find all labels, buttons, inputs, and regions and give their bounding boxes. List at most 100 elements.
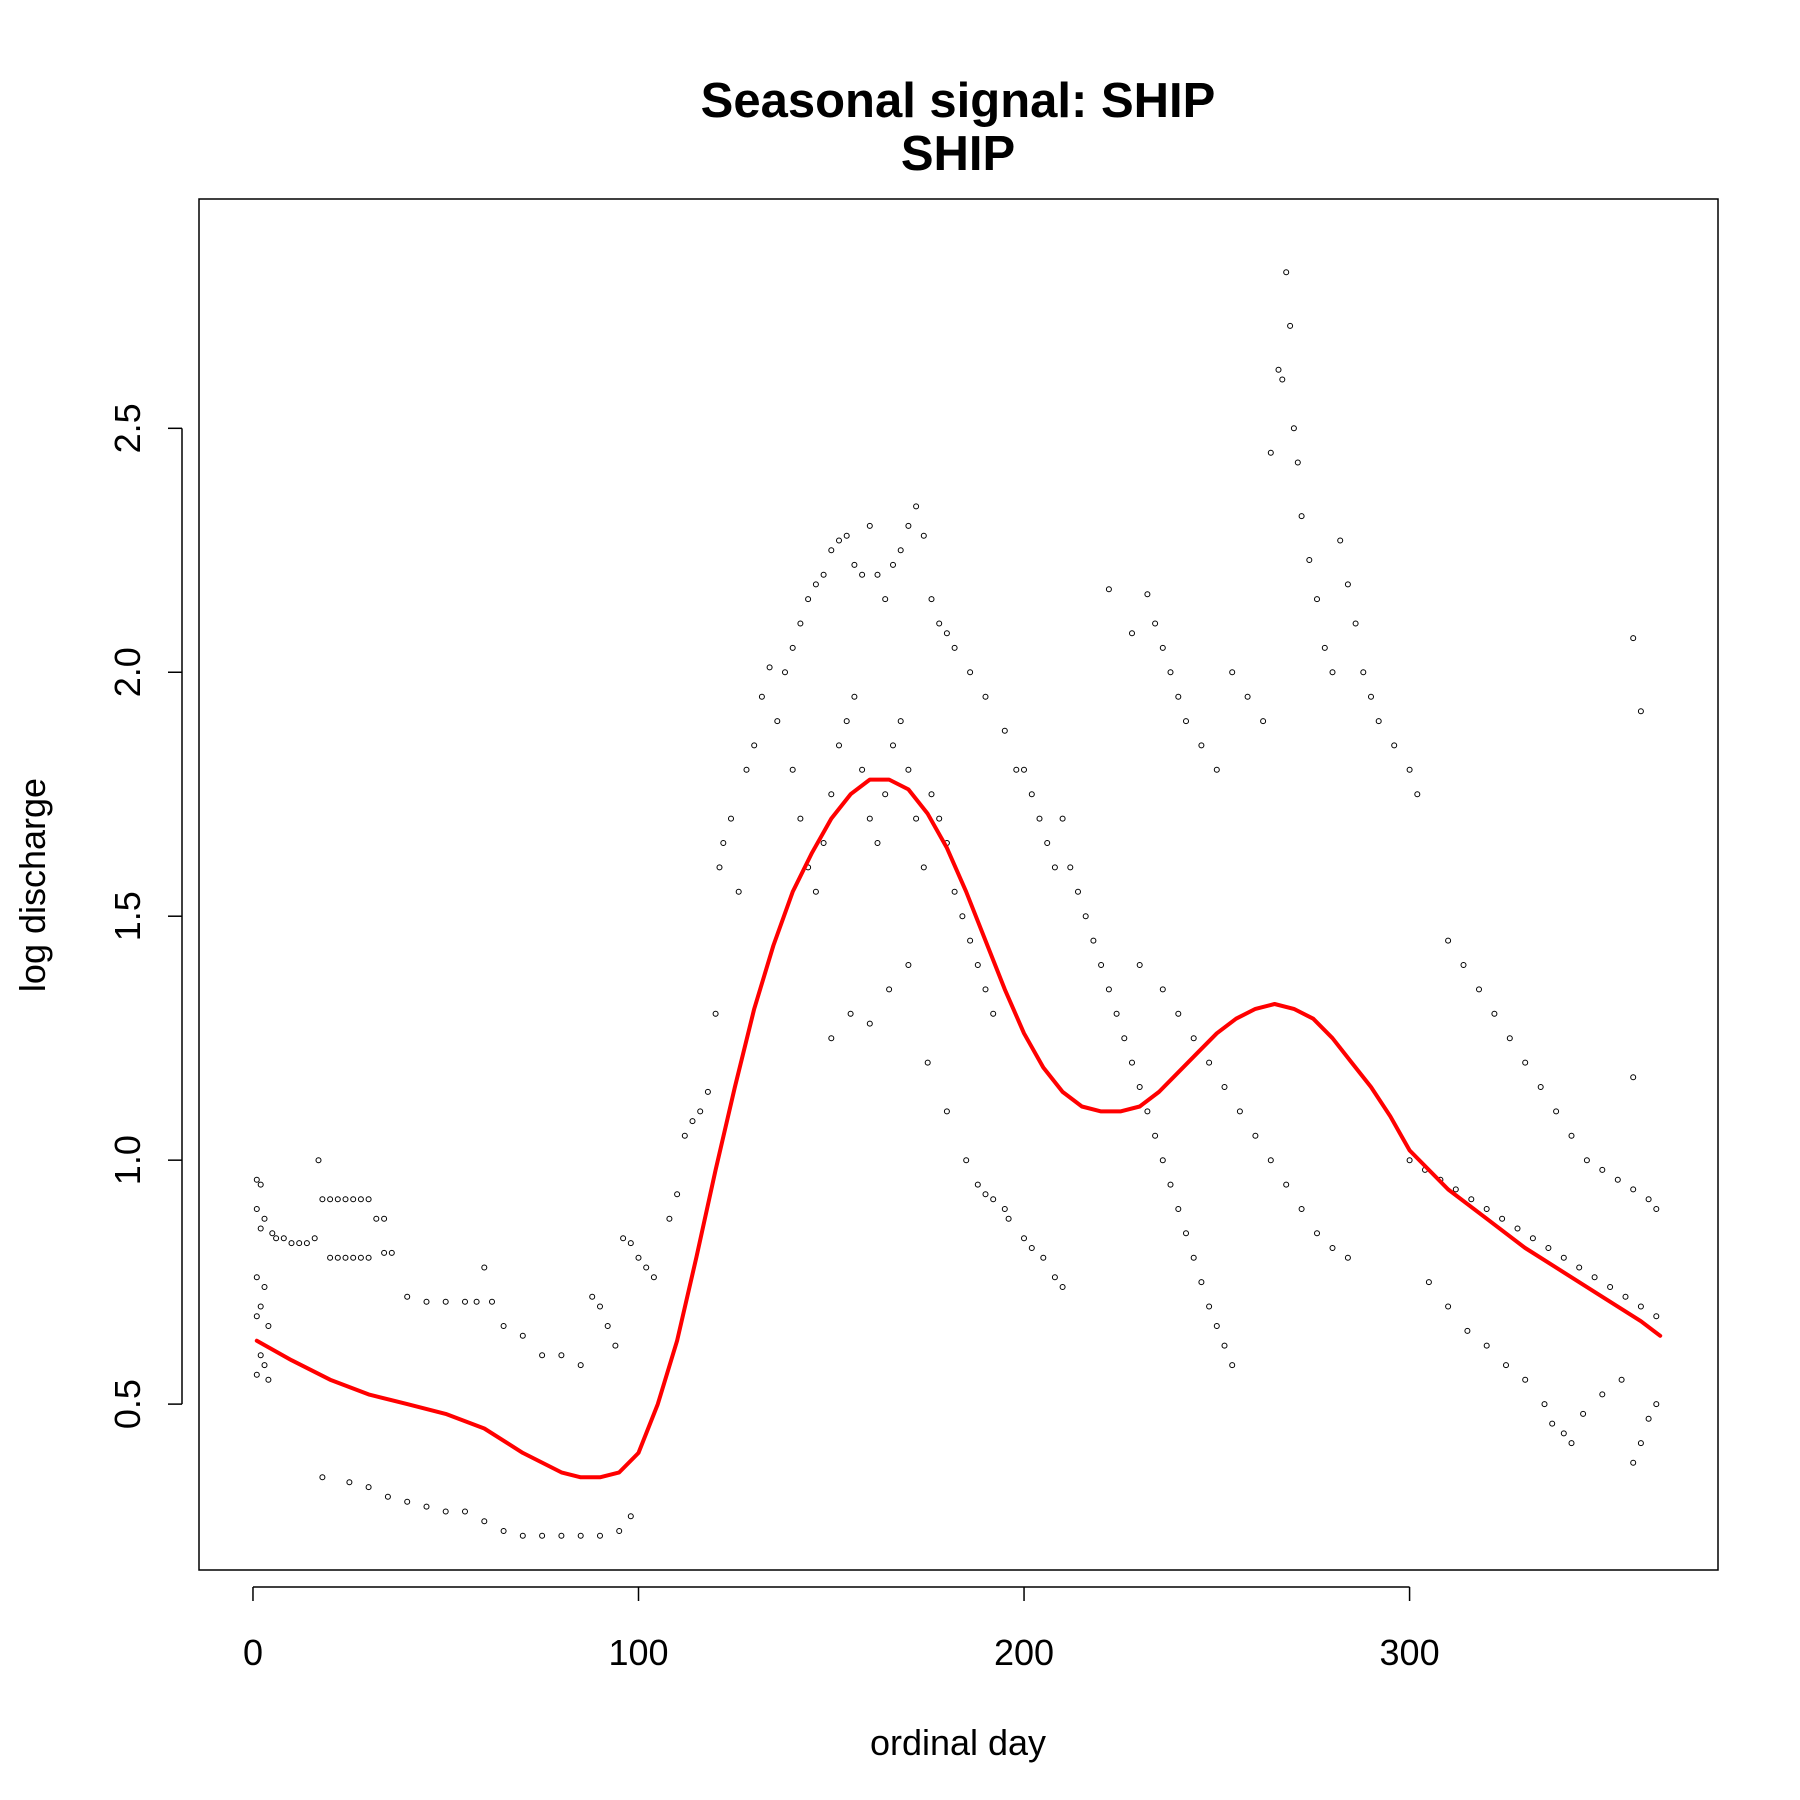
data-point [882,596,889,603]
data-point [789,766,796,773]
data-point [261,1215,268,1222]
data-point [990,1010,997,1017]
data-point [1213,766,1220,773]
data-point [442,1298,449,1305]
data-point [1206,1059,1213,1066]
data-point [558,1532,565,1539]
data-point [1098,962,1105,968]
data-point [1152,1132,1159,1139]
data-point [866,522,873,529]
data-point [1183,1230,1189,1237]
x-axis-label: ordinal day [870,1722,1046,1763]
data-point [812,888,819,895]
data-point [1001,1206,1008,1212]
data-point [1183,718,1189,725]
data-point [1522,1376,1529,1383]
data-point [674,1191,681,1198]
data-point [311,1235,318,1242]
data-point [1360,669,1367,676]
data-point [381,1215,388,1222]
data-point [1040,1254,1047,1261]
data-point [650,1274,657,1281]
data-point [597,1532,603,1539]
data-point [1460,962,1467,968]
data-point [1260,718,1267,725]
y-tick-label: 0.5 [107,1379,148,1429]
data-point [1406,766,1413,773]
data-point [1645,1415,1652,1422]
smooth-curve [254,777,1663,1480]
data-point [1329,1245,1336,1251]
data-point [423,1298,430,1305]
data-point [1129,630,1135,637]
data-point [1013,766,1020,773]
data-point [1545,1245,1552,1251]
data-point [1414,791,1421,798]
data-point [539,1532,546,1539]
data-point [886,986,893,993]
data-point [859,571,866,578]
data-point [1630,1074,1637,1081]
data-point [342,1254,349,1261]
data-point [758,693,765,700]
data-point [1044,840,1051,846]
data-point [1344,581,1351,588]
data-point [1283,1181,1290,1188]
data-point [836,742,842,749]
data-point [743,766,750,773]
data-point [805,596,812,603]
data-point [1483,1206,1490,1212]
data-point [643,1264,650,1271]
data-point [1653,1313,1660,1320]
data-point [1630,1186,1637,1193]
data-point [1001,727,1008,734]
data-point [1294,459,1301,466]
data-point [319,1474,326,1481]
data-point [1136,962,1143,968]
data-point [812,581,819,588]
data-point [1159,986,1166,993]
data-point [959,913,966,920]
data-point [1630,1459,1637,1466]
data-point [1167,1181,1174,1188]
data-point [1637,1440,1644,1447]
data-point [1028,791,1035,798]
data-point [257,1225,264,1232]
data-point [1344,1254,1351,1261]
data-point [728,815,734,822]
data-point [836,537,842,544]
data-point [1190,1254,1197,1261]
data-point [1267,1157,1274,1164]
data-point [1144,1108,1151,1115]
data-point [924,1059,931,1066]
data-point [1059,815,1066,822]
data-point [1637,1303,1644,1310]
data-point [712,1010,719,1017]
data-point [890,742,896,749]
data-point [1514,1225,1521,1232]
data-point [1159,1157,1166,1164]
data-point [1028,1245,1035,1251]
data-point [1051,1274,1058,1281]
data-point [951,888,958,895]
data-point [928,791,935,798]
data-point [1167,669,1174,676]
data-point [1583,1157,1590,1164]
data-point [1522,1059,1529,1066]
data-point [1105,586,1112,593]
data-point [828,547,835,554]
data-point [1599,1391,1606,1398]
data-point [1113,1010,1120,1017]
x-axis: 0 100 200 300 [243,1586,1440,1673]
data-point [1036,815,1043,822]
data-point [982,1191,989,1198]
data-point [1599,1166,1606,1173]
data-point [1445,937,1452,944]
data-point [1229,1362,1236,1369]
data-point [1051,864,1058,871]
data-point [373,1215,380,1222]
plot-frame [198,198,1719,1571]
data-point [1005,1215,1012,1222]
data-point [1198,1279,1205,1286]
data-point [1537,1084,1544,1090]
